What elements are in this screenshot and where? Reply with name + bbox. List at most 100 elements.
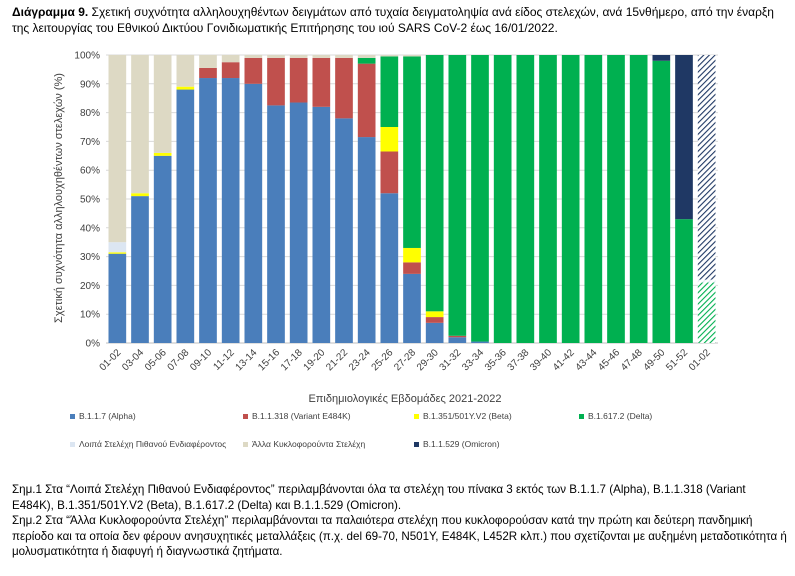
bar-segment xyxy=(267,105,285,344)
y-tick-labels: 0% 10% 20% 30% 40% 50% 60% 70% 80% 90% 100% xyxy=(74,51,100,350)
bar-segment xyxy=(471,341,489,343)
x-tick-label: 17-18 xyxy=(279,347,305,373)
bar-segment xyxy=(131,55,149,194)
bar-segment xyxy=(425,322,444,343)
bar-segment xyxy=(652,60,671,343)
bar-segment xyxy=(471,55,489,342)
bar-segment xyxy=(176,55,195,87)
bar-segment xyxy=(108,252,127,254)
x-tick-label: 49-50 xyxy=(642,347,668,373)
legend-swatch xyxy=(243,414,248,419)
legend-swatch xyxy=(70,442,75,447)
figure-caption: Διάγραμμα 9. Σχετική συχνότητα αλληλουχη… xyxy=(12,4,787,36)
bar-segment xyxy=(516,55,535,343)
bar-segment xyxy=(289,102,308,344)
bar-segment xyxy=(675,219,693,343)
x-tick-label: 01-02 xyxy=(98,347,124,373)
stacked-bar-chart: 0%10%20%30%40%50%60%70%80%90%100% 01-020… xyxy=(53,51,718,449)
legend-swatch xyxy=(414,414,419,419)
bar-segment xyxy=(153,155,172,343)
legend-label: Λοιπά Στελέχη Πιθανού Ενδιαφέροντος xyxy=(79,439,226,449)
x-tick-label: 11-12 xyxy=(211,347,237,373)
bar-segment xyxy=(221,55,240,63)
note-2: Σημ.2 Στα “Άλλα Κυκλοφορούντα Στελέχη” π… xyxy=(12,514,787,558)
bar-segment xyxy=(108,55,127,243)
notes: Σημ.1 Στα “Λοιπά Στελέχη Πιθανού Ενδιαφέ… xyxy=(12,482,787,560)
x-tick-label: 09-10 xyxy=(188,347,214,373)
bar-segment xyxy=(697,279,716,283)
bar-segment xyxy=(108,242,127,253)
bar-segment xyxy=(403,55,421,57)
bar-segment xyxy=(675,55,693,220)
bar-segment xyxy=(448,55,467,336)
bar-segment xyxy=(244,55,263,58)
y-tick-label: 70% xyxy=(80,137,100,148)
x-tick-label: 47-48 xyxy=(619,347,645,373)
bar-segment xyxy=(335,57,353,119)
bar-segment xyxy=(584,55,603,343)
legend-swatch xyxy=(414,442,419,447)
bar-segment xyxy=(561,55,580,343)
y-tick-label: 90% xyxy=(80,79,100,90)
x-axis-label: Επιδημιολογικές Εβδομάδες 2021-2022 xyxy=(308,393,501,405)
bar-segment xyxy=(267,55,285,58)
bar-segment xyxy=(697,282,716,343)
x-tick-label: 39-40 xyxy=(528,347,554,373)
bar-segment xyxy=(221,62,240,79)
legend-swatch xyxy=(579,414,584,419)
bar-segment xyxy=(289,57,308,103)
bars xyxy=(108,55,716,344)
caption-text: Σχετική συχνότητα αλληλουχηθέντων δειγμά… xyxy=(12,5,774,35)
bar-segment xyxy=(335,118,353,343)
bar-segment xyxy=(380,127,399,152)
x-tick-label: 23-24 xyxy=(347,347,373,373)
y-tick-label: 20% xyxy=(80,281,100,292)
bar-segment xyxy=(380,193,399,343)
x-tick-labels: 01-0203-0405-0607-0809-1011-1213-1415-16… xyxy=(98,347,714,373)
bar-segment xyxy=(403,273,421,343)
bar-segment xyxy=(652,55,671,61)
bar-segment xyxy=(244,57,263,84)
x-tick-label: 05-06 xyxy=(143,347,169,373)
bar-segment xyxy=(448,335,467,338)
x-tick-label: 31-32 xyxy=(438,347,464,373)
legend-label: Άλλα Κυκλοφορούντα Στελέχη xyxy=(252,439,365,449)
bar-segment xyxy=(380,55,399,57)
x-tick-label: 41-42 xyxy=(551,347,577,373)
y-tick-label: 10% xyxy=(80,310,100,321)
bar-segment xyxy=(131,193,149,197)
note-1: Σημ.1 Στα “Λοιπά Στελέχη Πιθανού Ενδιαφέ… xyxy=(12,483,746,512)
bar-segment xyxy=(357,55,376,58)
bar-segment xyxy=(289,55,308,58)
bar-segment xyxy=(312,57,331,107)
bar-segment xyxy=(357,57,376,64)
y-tick-label: 30% xyxy=(80,252,100,263)
bar-segment xyxy=(425,311,444,318)
bar-segment xyxy=(539,55,557,343)
bar-segment xyxy=(153,152,172,156)
bar-segment xyxy=(607,55,625,343)
bar-segment xyxy=(199,67,217,79)
x-tick-label: 33-34 xyxy=(460,347,486,373)
x-tick-label: 37-38 xyxy=(506,347,532,373)
x-tick-label: 13-14 xyxy=(234,347,260,373)
x-tick-label: 01-02 xyxy=(687,347,713,373)
y-tick-label: 0% xyxy=(86,339,101,350)
bar-segment xyxy=(176,86,195,90)
caption-label: Διάγραμμα 9. xyxy=(12,5,89,19)
bar-segment xyxy=(380,151,399,194)
x-tick-label: 45-46 xyxy=(596,347,622,373)
bar-segment xyxy=(199,55,217,68)
bar-segment xyxy=(493,55,512,343)
legend-label: B.1.1.529 (Omicron) xyxy=(423,439,500,449)
bar-segment xyxy=(448,337,467,343)
x-tick-label: 35-36 xyxy=(483,347,509,373)
legend-swatch xyxy=(70,414,75,419)
x-tick-label: 19-20 xyxy=(302,347,328,373)
legend-label: B.1.351/501Y.V2 (Beta) xyxy=(423,411,512,421)
bar-segment xyxy=(131,196,149,343)
legend-label: B.1.617.2 (Delta) xyxy=(588,411,652,421)
legend-label: B.1.1.318 (Variant E484K) xyxy=(252,411,351,421)
bar-segment xyxy=(244,83,263,344)
x-tick-label: 43-44 xyxy=(574,347,600,373)
